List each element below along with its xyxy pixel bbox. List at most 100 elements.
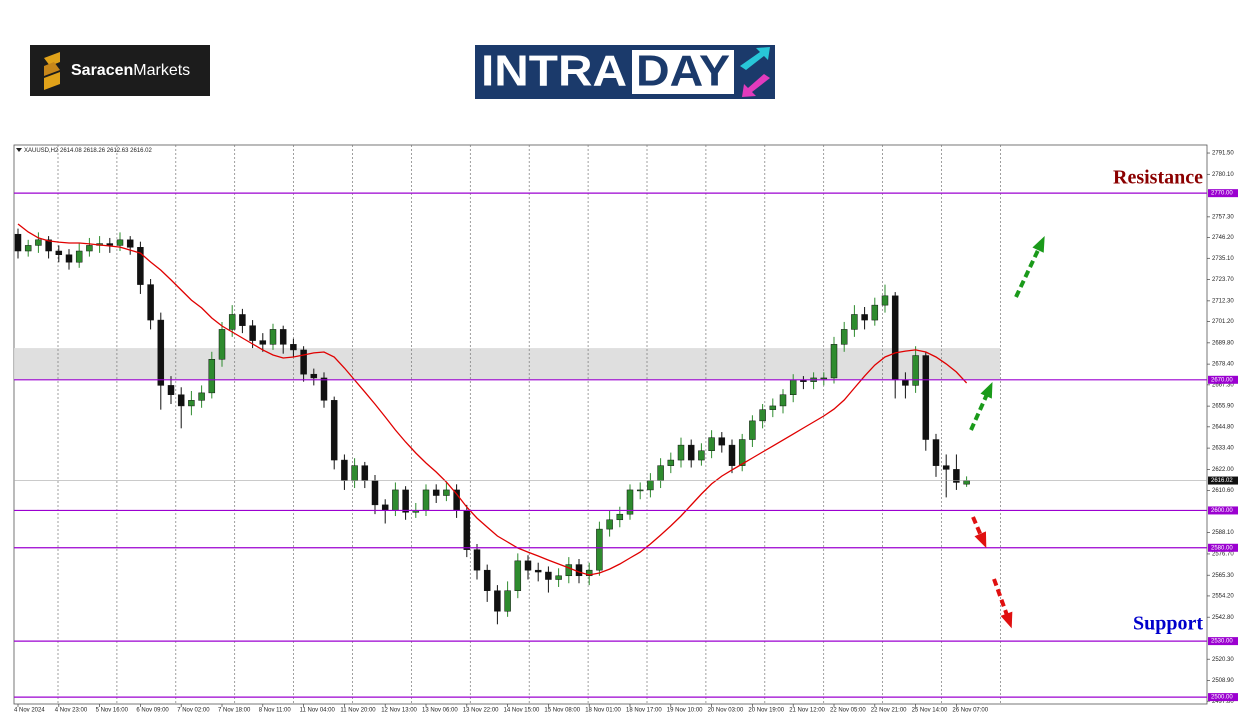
candle-body bbox=[738, 439, 746, 466]
y-tick-label: 2735.10 bbox=[1212, 256, 1234, 262]
candle-body bbox=[14, 233, 22, 252]
x-tick-label: 21 Nov 12:00 bbox=[789, 708, 825, 714]
x-tick-label: 7 Nov 18:00 bbox=[218, 708, 251, 714]
forecast-arrow bbox=[992, 578, 1010, 619]
x-tick-label: 4 Nov 2024 bbox=[14, 708, 45, 714]
candle-body bbox=[157, 319, 165, 386]
y-tick-label: 2633.40 bbox=[1212, 446, 1234, 452]
badge-left: INTRA bbox=[481, 47, 627, 96]
candle-body bbox=[106, 243, 114, 246]
candle-body bbox=[851, 314, 858, 330]
level-tag bbox=[1208, 375, 1238, 384]
symbol-marker bbox=[16, 148, 22, 152]
candle-body bbox=[514, 560, 522, 591]
candle-body bbox=[24, 245, 32, 252]
y-tick-label: 2588.10 bbox=[1212, 530, 1234, 536]
candle-body bbox=[126, 239, 134, 248]
candle-body bbox=[392, 489, 399, 511]
candle-body bbox=[942, 465, 950, 470]
candle-body bbox=[953, 469, 960, 483]
x-tick-label: 26 Nov 07:00 bbox=[952, 708, 988, 714]
y-tick-label: 2667.30 bbox=[1212, 382, 1234, 388]
last-low: 2612.63 bbox=[107, 148, 129, 154]
candle-body bbox=[371, 480, 379, 506]
forecast-arrowhead bbox=[980, 381, 993, 399]
candle-body bbox=[626, 489, 634, 515]
y-tick-label: 2678.40 bbox=[1212, 362, 1234, 368]
candle-body bbox=[35, 239, 42, 246]
logo-icon bbox=[44, 52, 60, 66]
candle-body bbox=[300, 349, 307, 375]
candle-body bbox=[861, 314, 868, 321]
candle-body bbox=[749, 420, 756, 440]
candle-body bbox=[422, 489, 430, 511]
candle-body bbox=[494, 590, 501, 612]
candle-body bbox=[361, 465, 369, 481]
candle-body bbox=[698, 450, 705, 461]
forecast-arrowhead bbox=[1032, 236, 1045, 253]
level-label: 2500.00 bbox=[1211, 695, 1233, 701]
candle-body bbox=[218, 329, 226, 360]
candle-body bbox=[198, 392, 205, 401]
candle-body bbox=[483, 569, 491, 591]
candle-body bbox=[687, 444, 695, 461]
candle-body bbox=[636, 489, 644, 492]
forecast-arrow bbox=[1014, 245, 1042, 298]
logo-icon bbox=[44, 62, 60, 76]
moving-average bbox=[17, 223, 968, 576]
candle-body bbox=[708, 437, 715, 451]
level-label: 2770.00 bbox=[1211, 191, 1233, 197]
candle-body bbox=[147, 284, 154, 321]
candle-body bbox=[922, 355, 930, 440]
candle-body bbox=[575, 564, 583, 577]
level-tag bbox=[1208, 693, 1238, 702]
candle-body bbox=[55, 250, 63, 255]
candle-body bbox=[871, 304, 879, 321]
x-tick-label: 11 Nov 04:00 bbox=[300, 708, 336, 714]
candle-body bbox=[432, 489, 440, 496]
candle-body bbox=[137, 247, 144, 285]
x-tick-label: 4 Nov 23:00 bbox=[55, 708, 88, 714]
candle-body bbox=[75, 250, 83, 263]
candle-body bbox=[208, 359, 216, 394]
candle-body bbox=[759, 409, 766, 422]
y-tick-label: 2780.10 bbox=[1212, 172, 1234, 178]
candle-body bbox=[351, 465, 358, 481]
x-tick-label: 15 Nov 08:00 bbox=[544, 708, 580, 714]
level-label: 2530.00 bbox=[1211, 639, 1233, 645]
level-tag bbox=[1208, 189, 1238, 198]
candle-body bbox=[585, 569, 593, 577]
support-label: Support bbox=[1133, 613, 1203, 635]
y-tick-label: 2520.30 bbox=[1212, 657, 1234, 663]
candle-body bbox=[524, 560, 532, 571]
candle-body bbox=[769, 405, 777, 410]
level-tag bbox=[1208, 637, 1238, 646]
candle-body bbox=[473, 549, 481, 571]
last-close: 2616.02 bbox=[130, 148, 152, 154]
y-tick-label: 2644.80 bbox=[1212, 424, 1234, 430]
candle-body bbox=[320, 377, 328, 401]
badge-right: DAY bbox=[636, 47, 730, 96]
candle-body bbox=[239, 314, 246, 326]
forecast-arrowhead bbox=[974, 531, 987, 549]
candle-body bbox=[269, 329, 277, 345]
candle-body bbox=[657, 465, 664, 481]
candle-body bbox=[728, 444, 736, 466]
x-tick-label: 6 Nov 09:00 bbox=[136, 708, 169, 714]
x-tick-label: 8 Nov 11:00 bbox=[259, 708, 292, 714]
y-tick-label: 2689.80 bbox=[1212, 340, 1234, 346]
last-high: 2618.26 bbox=[83, 148, 105, 154]
y-tick-label: 2791.50 bbox=[1212, 151, 1234, 157]
plot-frame bbox=[13, 144, 1208, 705]
forecast-arrow bbox=[971, 516, 984, 539]
price-label: 2616.02 bbox=[1211, 478, 1233, 484]
candle-body bbox=[789, 379, 797, 395]
candle-body bbox=[259, 340, 267, 345]
logo-icon bbox=[44, 72, 60, 90]
level-tag bbox=[1208, 506, 1238, 515]
x-tick-label: 14 Nov 15:00 bbox=[504, 708, 540, 714]
candle-body bbox=[381, 504, 389, 511]
y-tick-label: 2565.30 bbox=[1212, 573, 1234, 579]
level-label: 2580.00 bbox=[1211, 545, 1233, 551]
candle-body bbox=[932, 439, 940, 466]
